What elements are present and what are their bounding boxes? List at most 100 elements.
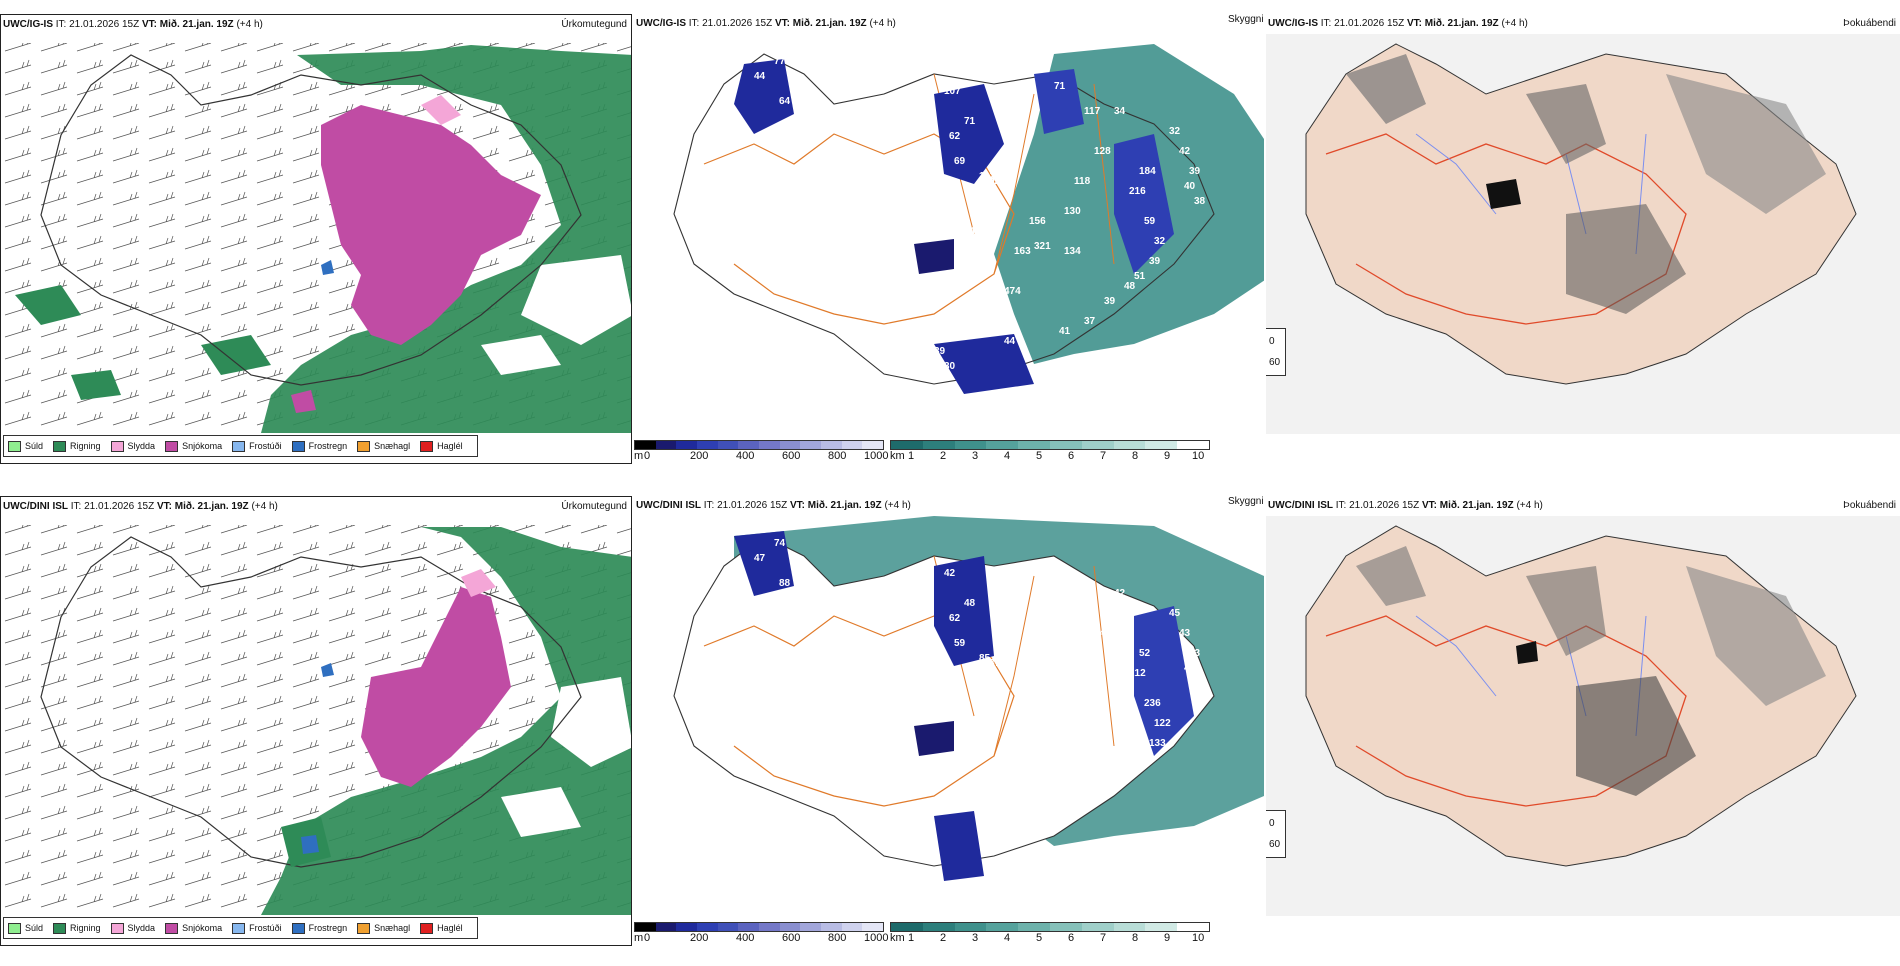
visibility-panel: UWC/DINI ISL IT: 21.01.2026 15Z VT: Mið.… [634, 496, 1264, 946]
visibility-value-label: 204 [1064, 728, 1081, 739]
road-network [703, 133, 1015, 325]
sleet-area [421, 95, 461, 125]
legend-label: Snjókoma [182, 441, 223, 451]
colorbar-cell [635, 923, 656, 931]
tick-label: 8 [1132, 450, 1139, 462]
tick-label: 200 [690, 450, 709, 462]
colorbar-cell [717, 441, 739, 449]
colorbar-cell [676, 923, 698, 931]
visibility-value-label: 449 [1034, 723, 1051, 734]
valid-label: VT: [141, 19, 157, 30]
visibility-value-label: 93 [799, 578, 811, 589]
low-visibility-area [934, 811, 984, 881]
visibility-value-label: 168 [1074, 658, 1091, 669]
visibility-value-label: 59 [954, 638, 966, 649]
legend-item: Haglél [420, 922, 463, 934]
visibility-value-label: 44 [1084, 588, 1096, 599]
visibility-panel: UWC/IG-IS IT: 21.01.2026 15Z VT: Mið. 21… [634, 14, 1264, 464]
rain-patch [71, 370, 121, 400]
legend-item: Snæhagl [357, 922, 410, 934]
legend-label: Snjókoma [182, 923, 223, 933]
colorbar-strip [890, 922, 1210, 932]
visibility-value-label: 48 [1124, 281, 1136, 292]
visibility-value-label: 133 [1149, 738, 1166, 749]
rain-patch [15, 285, 81, 325]
colorbar-cell [891, 923, 923, 931]
tick-label: 1 [908, 450, 915, 462]
colorbar-cell [676, 441, 698, 449]
row-ig-is: UWC/IG-IS IT: 21.01.2026 15Z VT: Mið. 21… [0, 14, 1900, 484]
legend-swatch [165, 440, 179, 452]
init-time: IT: 21.01.2026 15Z [688, 18, 773, 29]
fog-legend-top: 0 [1269, 818, 1275, 829]
visibility-value-label: 212 [1129, 668, 1146, 679]
freezing-rain-patch [321, 663, 334, 677]
legend-item: Frostregn [291, 440, 347, 452]
visibility-value-label: 43 [1054, 563, 1066, 574]
visibility-value-label: 37 [1084, 316, 1096, 327]
visibility-value-label: 42 [1114, 588, 1126, 599]
fog-legend-bottom: 60 [1269, 357, 1281, 368]
low-visibility-area [1034, 69, 1084, 134]
colorbar-cell [655, 923, 677, 931]
low-visibility-area [934, 84, 1004, 184]
visibility-value-label: 44 [754, 71, 766, 82]
snowfall-area [321, 105, 541, 345]
visibility-value-label: 44 [1004, 336, 1016, 347]
fog-area [1516, 641, 1538, 664]
tick-label: 7 [1100, 450, 1107, 462]
legend-swatch [420, 440, 434, 452]
colorbar-cell [800, 923, 822, 931]
visibility-value-label: 32 [1154, 236, 1166, 247]
visibility-value-label: 82 [799, 96, 811, 107]
valid-time: Mið. 21.jan. 19Z [1424, 18, 1499, 29]
panel-title-fog: Þokuábendi [1843, 500, 1896, 511]
precip-type-map [1, 525, 631, 915]
legend-item: Snjókoma [165, 922, 223, 934]
fog-area [1566, 204, 1686, 314]
valid-label: VT: [774, 18, 790, 29]
init-time: IT: 21.01.2026 15Z [703, 500, 788, 511]
panel-header: UWC/DINI ISL IT: 21.01.2026 15Z VT: Mið.… [1268, 500, 1543, 511]
visibility-value-label: 474 [1004, 286, 1021, 297]
fog-area [1486, 179, 1521, 209]
legend-item: Súld [8, 922, 43, 934]
valid-time: Mið. 21.jan. 19Z [159, 19, 234, 30]
colorbar-km: km 1 2 3 4 5 6 7 8 9 10 [890, 440, 1210, 464]
visibility-value-label: 47 [754, 553, 766, 564]
tick-label: 1 [908, 932, 915, 944]
colorbar-cell [738, 923, 760, 931]
visibility-value-label: 85 [979, 653, 991, 664]
colorbar-unit: km [890, 450, 905, 462]
panel-header: UWC/IG-IS IT: 21.01.2026 15Z VT: Mið. 21… [636, 18, 896, 29]
precip-type-map [1, 43, 631, 433]
row-dini-isl: UWC/DINI ISL IT: 21.01.2026 15Z VT: Mið.… [0, 496, 1900, 966]
iceland-outline [40, 54, 582, 386]
iceland-outline [40, 536, 582, 868]
colorbar-cell [821, 923, 842, 931]
visibility-value-label: 87 [989, 658, 1001, 669]
colorbar-meters: m 0 200 400 600 800 1000 [634, 922, 888, 946]
valid-time: Mið. 21.jan. 19Z [174, 501, 249, 512]
road-network [1325, 615, 1687, 807]
legend-item: Frostregn [291, 922, 347, 934]
visibility-value-label: 128 [1094, 146, 1111, 157]
precip-legend: Súld Rigning Slydda Snjókoma Frostúði Fr… [3, 435, 478, 457]
model-name: UWC/DINI ISL [1268, 500, 1333, 511]
rain-patch [201, 335, 271, 375]
visibility-value-label: 92 [989, 176, 1001, 187]
visibility-value-label: 69 [954, 156, 966, 167]
colorbar-cell [841, 441, 863, 449]
tick-label: 1000 [864, 450, 889, 462]
init-time: IT: 21.01.2026 15Z [1320, 18, 1405, 29]
model-name: UWC/IG-IS [1268, 18, 1318, 29]
legend-item: Rigning [53, 440, 101, 452]
valid-time: Mið. 21.jan. 19Z [807, 500, 882, 511]
colorbar-cell [655, 441, 677, 449]
tick-label: 5 [1036, 932, 1043, 944]
colorbar-cell [862, 923, 884, 931]
visibility-value-label: 51 [1134, 271, 1146, 282]
dry-area [521, 255, 631, 345]
